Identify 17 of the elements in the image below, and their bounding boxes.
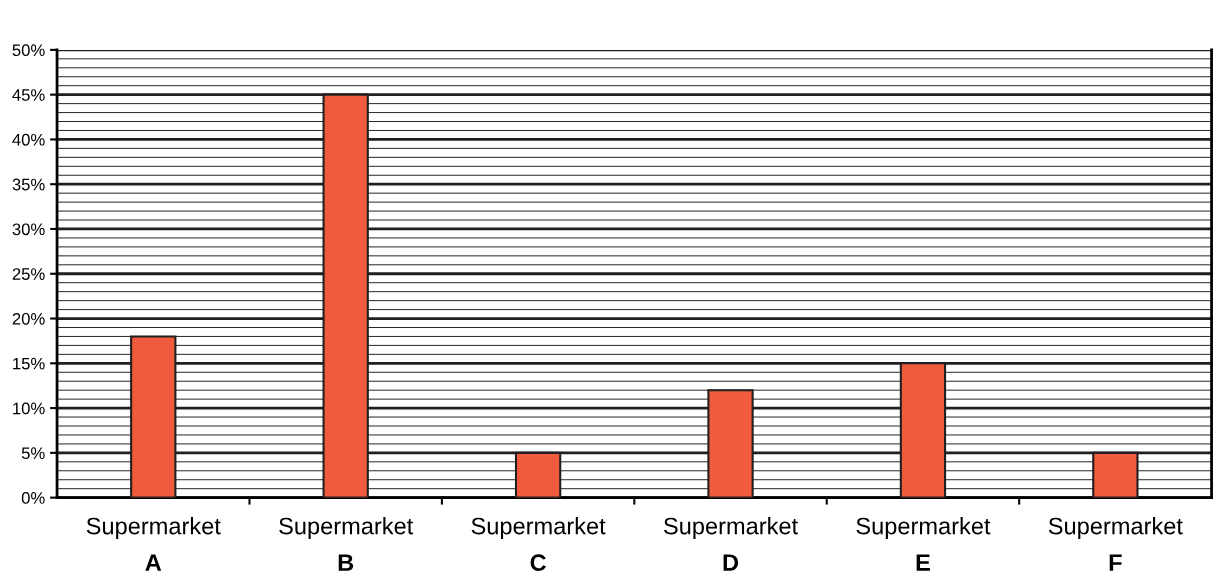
- y-tick-label: 50%: [12, 44, 45, 57]
- y-tick-label: 35%: [12, 178, 45, 191]
- y-tick-label: 15%: [13, 357, 45, 370]
- category-label: Supermarket C: [471, 517, 606, 571]
- category-label: Supermarket B: [279, 517, 414, 571]
- y-tick-label: 40%: [12, 133, 45, 146]
- y-tick-label: 0%: [21, 492, 45, 504]
- y-tick-label: 45%: [12, 89, 45, 101]
- y-tick-label: 30%: [12, 223, 45, 236]
- y-tick-label: 10%: [13, 402, 45, 415]
- y-tick-label: 25%: [12, 268, 45, 280]
- category-label: Supermarket E: [856, 517, 991, 571]
- category-label: Supermarket F: [1048, 517, 1183, 571]
- y-tick-label: 20%: [12, 312, 45, 325]
- category-label: Supermarket D: [664, 517, 798, 571]
- category-label: Supermarket A: [86, 517, 221, 571]
- y-tick-label: 5%: [21, 447, 45, 460]
